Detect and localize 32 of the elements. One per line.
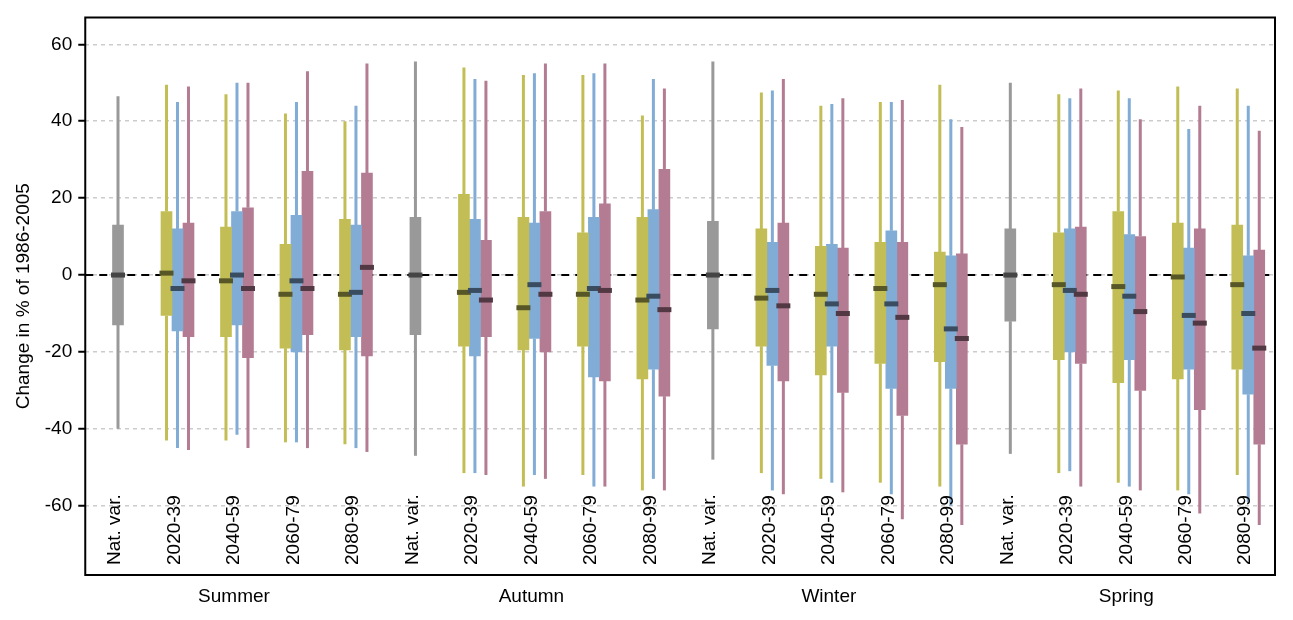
x-tick-label: 2020-39 [1055,495,1077,565]
x-tick-label: 2040-59 [817,495,839,565]
x-tick-label: 2060-79 [579,495,601,565]
text: Summer [198,584,271,606]
y-axis-title: Change in % of 1986-2005 [11,183,33,410]
x-tick-label: Nat. var. [995,494,1017,565]
text: Winter [801,584,857,606]
x-tick-label: 2080-99 [341,495,363,565]
x-tick-label: 2020-39 [460,495,482,565]
y-tick-label: -60 [44,494,73,516]
x-tick-label: 2020-39 [162,495,184,565]
x-tick-label: 2060-79 [1174,495,1195,565]
text: Spring [1098,584,1154,606]
x-tick-label: 2080-99 [1233,495,1255,565]
text: Autumn [498,584,565,606]
x-tick-label: 2080-99 [936,495,958,565]
y-tick-label: 0 [61,263,73,285]
x-tick-label: 2060-79 [281,495,303,565]
x-tick-label: 2060-79 [876,495,898,565]
x-tick-label: Nat. var. [698,494,720,565]
y-tick-label: 40 [51,109,73,131]
x-tick-label: 2020-39 [757,495,779,565]
y-tick-label: -40 [44,417,73,439]
y-tick-label: 20 [51,186,73,208]
x-tick-label: 2040-59 [222,495,244,565]
x-tick-label: 2040-59 [519,495,541,565]
x-tick-label: Nat. var. [103,494,125,565]
y-tick-label: -20 [44,340,73,362]
x-tick-label: 2040-59 [1114,495,1136,565]
x-tick-label: Nat. var. [400,494,422,565]
y-tick-label: 60 [51,32,73,54]
x-tick-label: 2080-99 [638,495,660,565]
